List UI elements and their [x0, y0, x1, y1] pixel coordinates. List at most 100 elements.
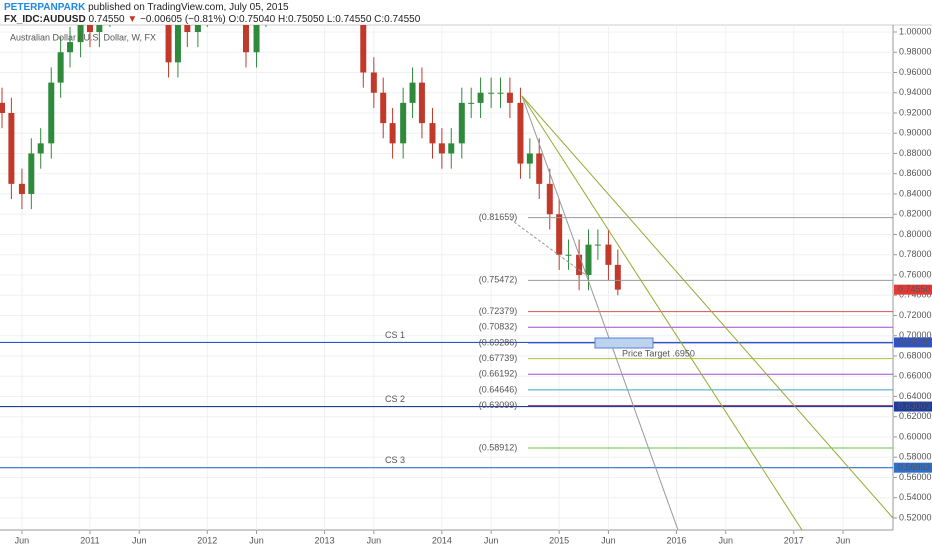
- trend-line: [521, 95, 803, 530]
- published: published on TradingView.com, July 05, 2…: [88, 2, 289, 13]
- fib-level-label: (0.81659): [479, 212, 518, 222]
- x-tick-label: 2011: [80, 535, 99, 545]
- fib-level-label: (0.70832): [479, 322, 518, 332]
- y-tick-label: 0.62000: [899, 411, 932, 421]
- header-line-1: PETERPANPARK published on TradingView.co…: [4, 2, 289, 13]
- fib-level-label: (0.75472): [479, 275, 518, 285]
- candle-body: [556, 214, 563, 255]
- y-tick-label: 0.82000: [899, 209, 932, 219]
- arrow: ▼: [127, 14, 137, 25]
- y-tick-label: 0.76000: [899, 269, 932, 279]
- candle-body: [48, 82, 55, 144]
- candle-body: [468, 102, 475, 104]
- drawings: [509, 95, 893, 530]
- support-label: CS 3: [385, 455, 405, 465]
- price-tag: [894, 337, 932, 348]
- candle-body: [253, 25, 260, 53]
- y-tick-label: 0.98000: [899, 47, 932, 57]
- y-tick-label: 0.92000: [899, 107, 932, 117]
- candle-body: [0, 102, 5, 113]
- candle-body: [448, 143, 455, 154]
- candle-body: [165, 25, 172, 63]
- x-tick-label: 2017: [784, 535, 804, 545]
- user: PETERPANPARK: [4, 2, 86, 13]
- candle-body: [86, 25, 93, 32]
- trend-line: [521, 95, 679, 530]
- candle-body: [594, 244, 601, 246]
- x-tick-label: Jun: [15, 535, 30, 545]
- candle-body: [174, 25, 181, 63]
- price-tag-label: 0.63003: [898, 401, 931, 411]
- fib-level-label: (0.63099): [479, 400, 518, 410]
- x-tick-label: Jun: [836, 535, 851, 545]
- candle-body: [242, 25, 249, 53]
- candle-body: [488, 92, 495, 94]
- y-tick-label: 0.68000: [899, 350, 932, 360]
- candle-body: [389, 123, 396, 144]
- candle-body: [438, 143, 445, 154]
- candle-body: [28, 153, 35, 194]
- candle-body: [360, 25, 367, 73]
- candle-body: [57, 52, 64, 83]
- fib-level-label: (0.64646): [479, 384, 518, 394]
- y-tick-label: 0.72000: [899, 310, 932, 320]
- candle-body: [400, 102, 407, 144]
- x-tick-label: 2014: [432, 535, 452, 545]
- y-tick-label: 0.56000: [899, 472, 932, 482]
- price-tag: [894, 401, 932, 412]
- candle-body: [184, 25, 191, 32]
- price-tag: [894, 462, 932, 473]
- candle-body: [409, 82, 416, 103]
- trend-line: [521, 95, 893, 519]
- y-tick-label: 0.58000: [899, 452, 932, 462]
- fib-level-label: (0.58912): [479, 442, 518, 452]
- candle-body: [477, 92, 484, 103]
- fib-level-label: (0.67739): [479, 353, 518, 363]
- fib-level-label: (0.72379): [479, 306, 518, 316]
- y-tick-label: 0.86000: [899, 168, 932, 178]
- candle-body: [576, 254, 583, 275]
- price: 0.74550: [88, 14, 125, 25]
- candle-body: [526, 153, 533, 164]
- symbol: FX_IDC:AUDUSD: [4, 14, 86, 25]
- candle-body: [458, 102, 465, 144]
- plot: [0, 25, 893, 469]
- y-tick-label: 0.66000: [899, 371, 932, 381]
- x-tick-label: 2012: [197, 535, 217, 545]
- candle-body: [605, 244, 612, 265]
- x-tick-label: Jun: [132, 535, 147, 545]
- candle-body: [565, 254, 572, 256]
- candle-body: [585, 244, 592, 275]
- candle-body: [8, 112, 15, 184]
- candle-body: [96, 25, 103, 32]
- y-tick-label: 0.60000: [899, 431, 932, 441]
- y-tick-label: 0.64000: [899, 391, 932, 401]
- y-tick-label: 0.94000: [899, 87, 932, 97]
- y-tick-label: 0.54000: [899, 492, 932, 502]
- x-tick-label: Jun: [718, 535, 733, 545]
- fib-level-label: (0.69286): [479, 337, 518, 347]
- support-label: CS 1: [385, 330, 405, 340]
- price-target-box: [594, 337, 654, 349]
- x-tick-label: 2016: [666, 535, 686, 545]
- chart-title: Australian Dollar / U.S. Dollar, W, FX: [10, 32, 156, 42]
- y-tick-label: 0.96000: [899, 67, 932, 77]
- candle-body: [506, 92, 513, 103]
- candle-body: [429, 123, 436, 144]
- candle-body: [18, 183, 25, 194]
- y-tick-label: 0.52000: [899, 512, 932, 522]
- candle-body: [67, 42, 74, 53]
- header-line-2: FX_IDC:AUDUSD 0.74550 ▼ −0.00605 (−0.81%…: [4, 14, 421, 25]
- candle-body: [418, 82, 425, 124]
- candle-body: [194, 25, 201, 32]
- fib-connector: [509, 218, 591, 279]
- candle-body: [614, 264, 621, 290]
- candle-body: [77, 25, 84, 43]
- candle-body: [380, 92, 387, 124]
- candle-body: [370, 72, 377, 93]
- y-tick-label: 0.90000: [899, 128, 932, 138]
- candle-body: [536, 153, 543, 184]
- grid: [0, 25, 893, 530]
- y-tick-label: 0.88000: [899, 148, 932, 158]
